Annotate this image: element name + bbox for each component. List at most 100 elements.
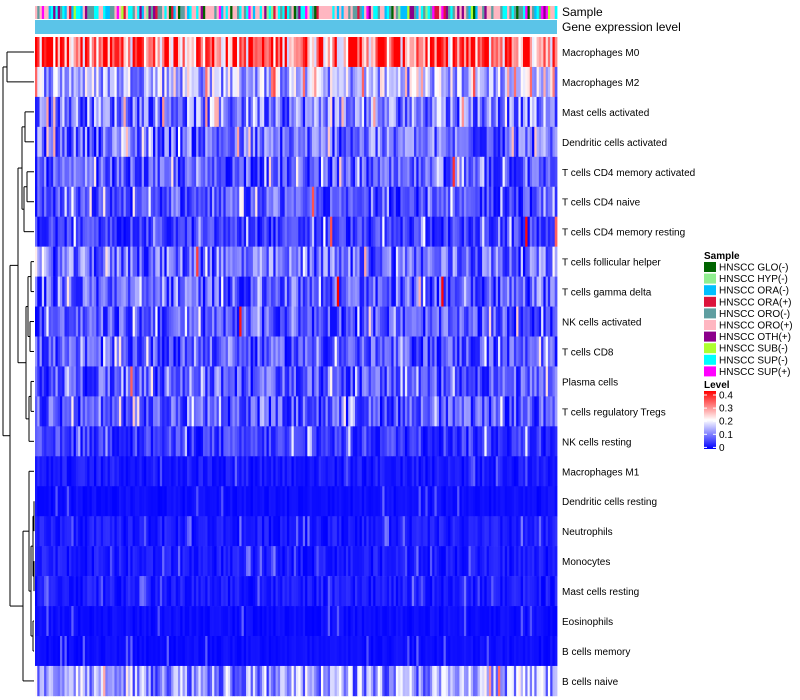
heatmap-cell [252, 576, 256, 607]
heatmap-cell [114, 366, 118, 397]
heatmap-cell [534, 396, 537, 427]
heatmap-cell [375, 37, 379, 68]
heatmap-cell [420, 396, 424, 427]
heatmap-cell [200, 336, 204, 367]
heatmap-cell [137, 546, 140, 577]
heatmap-cell [236, 546, 240, 577]
heatmap-cell [44, 276, 47, 307]
heatmap-cell [227, 606, 231, 637]
heatmap-cell [336, 96, 340, 128]
heatmap-cell [459, 276, 463, 307]
heatmap-cell [284, 66, 288, 98]
heatmap-cell [486, 426, 490, 457]
heatmap-cell [323, 156, 326, 188]
heatmap-cell [48, 576, 52, 607]
heatmap-cell [221, 486, 224, 517]
sample-cell [522, 6, 526, 19]
heatmap-cell [100, 576, 104, 607]
heatmap-cell [457, 516, 460, 547]
heatmap-cell [153, 366, 156, 397]
gene-expression-track [35, 20, 557, 34]
sample-cell [214, 6, 217, 19]
heatmap-cell [57, 37, 61, 68]
heatmap-cell [402, 516, 406, 547]
heatmap-cell [41, 66, 45, 98]
heatmap-cell [429, 396, 433, 427]
sample-cell [536, 6, 540, 19]
heatmap-cell [82, 186, 86, 217]
heatmap-cell [543, 546, 547, 577]
heatmap-cell [259, 336, 263, 367]
heatmap-cell [71, 396, 74, 427]
heatmap-cell [327, 426, 331, 457]
heatmap-cell [300, 366, 304, 397]
heatmap-cell [511, 37, 515, 68]
heatmap-cell [300, 516, 304, 547]
heatmap-cell [500, 66, 503, 98]
heatmap-cell [459, 486, 463, 517]
heatmap-cell [159, 576, 163, 607]
heatmap-cell [189, 306, 192, 337]
heatmap-cell [423, 37, 426, 68]
heatmap-cell [393, 306, 397, 337]
heatmap-cell [423, 606, 426, 637]
heatmap-cell [516, 486, 519, 517]
heatmap-cell [445, 546, 449, 577]
heatmap-cell [445, 96, 449, 128]
heatmap-cell [225, 426, 229, 457]
heatmap-cell [118, 216, 122, 247]
heatmap-cell [207, 606, 211, 637]
heatmap-cell [375, 156, 379, 188]
heatmap-cell [118, 396, 122, 427]
heatmap-cell [35, 156, 38, 188]
heatmap-cell [236, 576, 240, 607]
heatmap-cell [271, 37, 274, 68]
heatmap-cell [475, 606, 478, 637]
heatmap-cell [286, 546, 290, 577]
heatmap-cell [259, 66, 263, 98]
heatmap-cell [452, 576, 456, 607]
heatmap-cell [311, 426, 315, 457]
heatmap-cell [282, 37, 286, 68]
heatmap-cell [171, 516, 174, 547]
heatmap-cell [94, 186, 97, 217]
heatmap-cell [459, 456, 463, 487]
heatmap-cell [141, 336, 145, 367]
heatmap-cell [264, 486, 267, 517]
heatmap-cell [425, 186, 429, 217]
sample-cell [375, 6, 379, 19]
heatmap-cell [282, 66, 286, 98]
heatmap-cell [448, 306, 451, 337]
heatmap-cell [286, 336, 290, 367]
heatmap-cell [395, 66, 399, 98]
heatmap-cell [236, 246, 240, 277]
heatmap-cell [128, 37, 131, 68]
heatmap-cell [550, 516, 553, 547]
heatmap-cell [345, 486, 349, 517]
heatmap-cell [59, 396, 63, 427]
heatmap-cell [314, 126, 317, 158]
heatmap-cell [257, 306, 261, 337]
heatmap-cell [84, 396, 88, 427]
heatmap-cell [184, 516, 188, 547]
heatmap-cell [359, 546, 363, 577]
heatmap-cell [296, 516, 299, 547]
heatmap-cell [103, 156, 106, 188]
heatmap-cell [402, 576, 406, 607]
heatmap-cell [357, 366, 360, 397]
heatmap-cell [491, 246, 494, 277]
heatmap-cell [527, 576, 531, 607]
heatmap-cell [91, 546, 95, 577]
heatmap-cell [94, 126, 97, 158]
heatmap-cell [148, 546, 152, 577]
heatmap-cell [436, 246, 440, 277]
heatmap-cell [273, 456, 276, 487]
heatmap-cell [373, 156, 376, 188]
heatmap-cell [470, 456, 474, 487]
heatmap-cell [552, 37, 556, 68]
heatmap-cell [221, 246, 224, 277]
heatmap-cell [459, 37, 463, 68]
heatmap-cell [423, 246, 426, 277]
heatmap-cell [477, 126, 481, 158]
heatmap-cell [148, 156, 152, 188]
